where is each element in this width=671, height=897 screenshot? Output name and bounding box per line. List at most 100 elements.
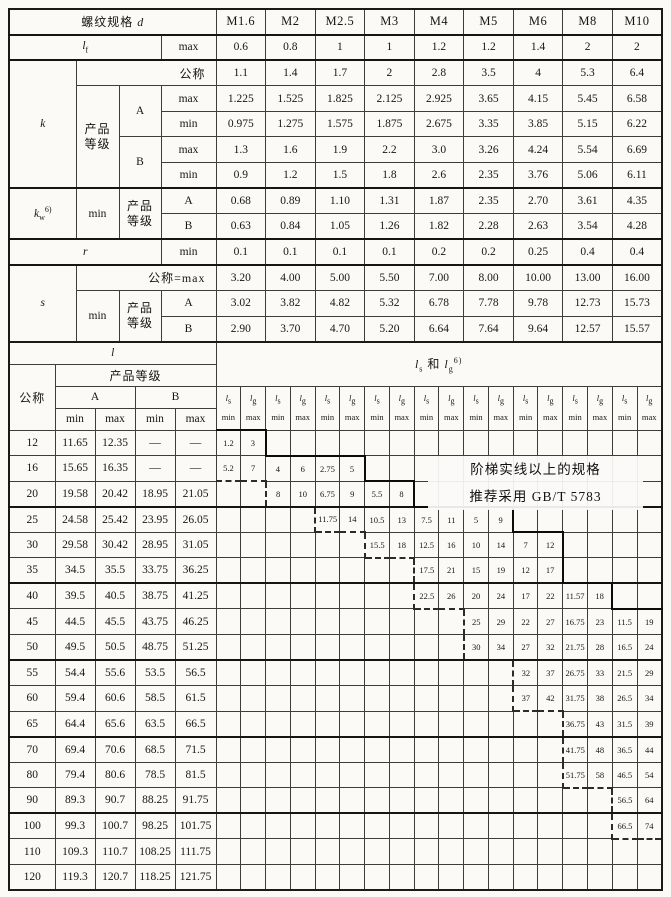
ls-lg-cell: [587, 863, 613, 891]
b-min-cell: —: [134, 429, 176, 457]
ls-lg-cell: [413, 684, 440, 712]
nominal-label: 公称: [8, 363, 56, 431]
b-min-cell: 38.75: [134, 582, 176, 610]
value-cell: 1.26: [364, 213, 415, 240]
value-cell: 3.76: [512, 162, 564, 189]
value-cell: 3.61: [562, 187, 613, 215]
ls-lg-cell: 28: [587, 633, 613, 661]
value-cell: 0.68: [215, 187, 267, 215]
l-nominal-cell: 80: [8, 761, 56, 789]
value-cell: 1.2: [463, 33, 514, 61]
b-min-cell: 48.75: [134, 633, 176, 661]
ls-lg-cell: 32: [537, 633, 564, 661]
ls-lg-cell: 13: [388, 505, 415, 533]
ls-lg-cell: [512, 429, 539, 457]
ls-lg-cell: 12: [537, 531, 564, 559]
ls-lg-cell: [215, 633, 242, 661]
ls-lg-cell: [636, 429, 663, 457]
a-max-cell: 120.7: [94, 863, 136, 891]
ls-lg-cell: [388, 838, 415, 865]
min-label: min: [160, 238, 217, 266]
l-nominal-cell: 110: [8, 838, 56, 865]
b-max-cell: 111.75: [174, 838, 217, 865]
value-cell: 3.02: [215, 290, 267, 317]
ls-lg-cell: [512, 761, 539, 789]
ls-lg-cell: [413, 608, 440, 635]
b-min-cell: 108.25: [134, 838, 176, 865]
ls-lg-cell: 5: [339, 454, 366, 482]
ls-lg-cell: [240, 863, 267, 891]
product-grade-label: 产品等级: [75, 85, 120, 189]
ls-min-header: ls min: [463, 385, 489, 431]
ls-lg-cell: [512, 735, 539, 763]
ls-lg-cell: [463, 838, 489, 865]
ls-lg-cell: [240, 838, 267, 865]
b-min-cell: 78.5: [134, 761, 176, 789]
min-label: min: [160, 110, 217, 138]
ls-lg-cell: 58: [587, 761, 613, 789]
a-max-cell: 65.6: [94, 710, 136, 738]
value-cell: 2: [611, 33, 663, 61]
table-row: 110 109.3 110.7 108.25 111.75: [8, 838, 663, 865]
value-cell: 1.7: [314, 59, 366, 87]
value-cell: 0.4: [611, 238, 663, 266]
ls-lg-cell: [240, 505, 267, 533]
ls-lg-cell: 15: [463, 557, 489, 584]
ls-lg-cell: [240, 608, 267, 635]
l-nominal-cell: 40: [8, 582, 56, 610]
ls-lg-cell: [314, 863, 341, 891]
ls-lg-cell: [215, 838, 242, 865]
l-nominal-cell: 12: [8, 429, 56, 457]
value-cell: 1.225: [215, 85, 267, 112]
value-cell: 2.35: [463, 187, 514, 215]
b-min-cell: 63.5: [134, 710, 176, 738]
ls-lg-cell: [364, 735, 390, 763]
ls-lg-cell: 66.5: [611, 812, 638, 840]
r-label: r: [8, 238, 162, 266]
value-cell: 0.6: [215, 33, 267, 61]
ls-lg-cell: [240, 582, 267, 610]
ls-lg-cell: [289, 608, 316, 635]
value-cell: 0.8: [265, 33, 316, 61]
ls-min-header: ls min: [611, 385, 638, 431]
ls-lg-cell: [438, 761, 465, 789]
ls-lg-cell: 26.75: [562, 658, 588, 686]
ls-lg-cell: 44: [636, 735, 663, 763]
lg-max-header: lg max: [438, 385, 465, 431]
ls-lg-cell: [364, 812, 390, 840]
ls-lg-cell: [240, 761, 267, 789]
ls-min-header: ls min: [314, 385, 341, 431]
table-row: 45 44.5 45.5 43.75 46.25 25 29 22 27 16.75 23 11.5 1…: [8, 607, 663, 635]
value-cell: 0.9: [215, 162, 267, 189]
ls-lg-cell: [339, 684, 366, 712]
ls-lg-cell: [364, 710, 390, 738]
ls-lg-cell: 21.75: [562, 633, 588, 661]
ls-lg-cell: 11.5: [611, 607, 638, 635]
ls-lg-cell: [537, 429, 564, 457]
ls-lg-cell: [636, 531, 663, 559]
ls-lg-cell: [463, 684, 489, 712]
ls-lg-cell: [265, 684, 291, 712]
ls-lg-cell: [388, 684, 415, 712]
ls-lg-cell: [463, 787, 489, 814]
value-cell: 2.63: [512, 213, 564, 240]
ls-lg-cell: 54: [636, 761, 663, 789]
ls-lg-cell: [587, 557, 613, 584]
value-cell: 5.06: [562, 162, 613, 189]
ls-lg-cell: 31.75: [562, 684, 588, 712]
value-cell: 0.1: [265, 238, 316, 266]
a-min-cell: 109.3: [54, 838, 96, 865]
ls-lg-cell: [314, 787, 341, 814]
size-column-header: M6: [512, 8, 564, 36]
table-row: lf max 0.6 0.8 1 1 1.2 1.2 1.4 2 2: [8, 33, 663, 61]
value-cell: 4.00: [265, 263, 316, 292]
b-max-cell: 61.5: [174, 684, 217, 712]
ls-lg-cell: [364, 838, 390, 865]
a-max-cell: 20.42: [94, 480, 136, 508]
value-cell: 4: [512, 59, 564, 87]
lg-max-header: lg max: [537, 385, 564, 431]
ls-lg-cell: 64: [636, 787, 663, 814]
ls-lg-cell: [364, 582, 390, 610]
ls-lg-cell: [339, 429, 366, 457]
